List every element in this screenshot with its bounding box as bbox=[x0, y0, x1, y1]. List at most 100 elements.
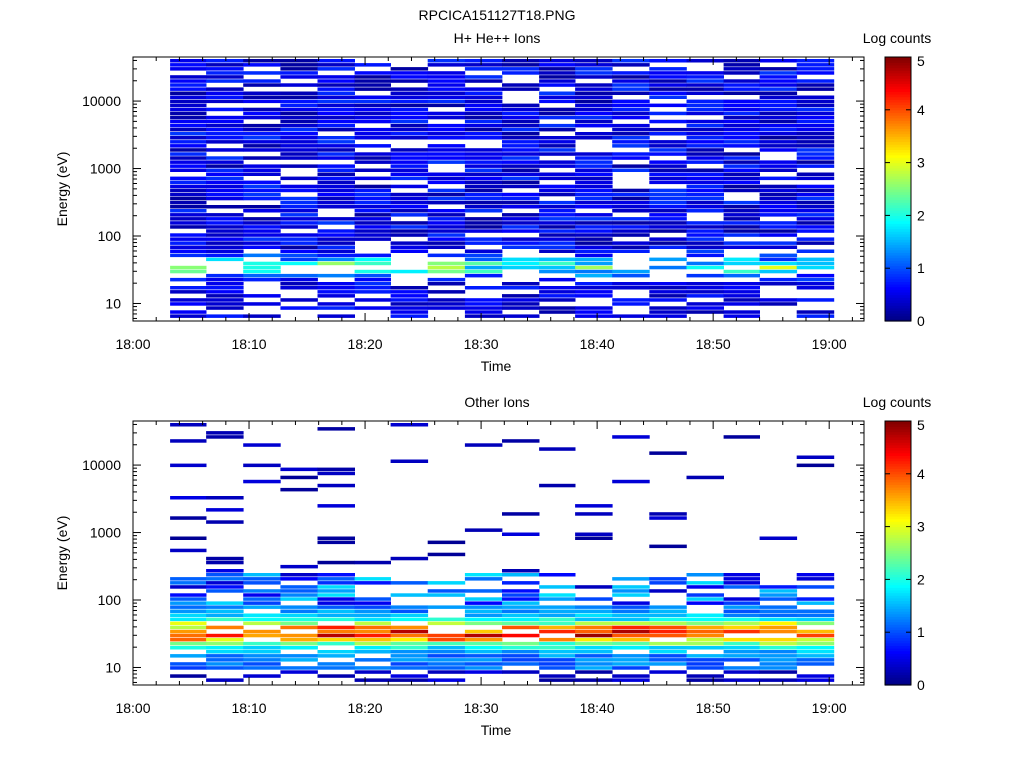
heatmap-cell bbox=[390, 225, 429, 229]
heatmap-cell bbox=[206, 290, 244, 294]
panel-h-he-ions: H+ He++ Ions 18:00 18:10 18:20 18:30 18:40 18… bbox=[54, 30, 931, 374]
colorbar-swatch bbox=[885, 128, 911, 132]
heatmap-cell bbox=[759, 75, 798, 79]
heatmap-cell bbox=[243, 99, 281, 104]
colorbar-swatch bbox=[885, 244, 911, 248]
colorbar-swatch bbox=[885, 236, 911, 240]
colorbar-swatch bbox=[885, 286, 911, 290]
heatmap-cell bbox=[206, 95, 244, 99]
heatmap-cell bbox=[317, 245, 355, 249]
heatmap-cell bbox=[317, 609, 355, 613]
heatmap-cell bbox=[464, 225, 503, 229]
heatmap-cell bbox=[390, 662, 429, 666]
heatmap-cell bbox=[539, 188, 576, 193]
heatmap-cell bbox=[759, 148, 798, 152]
heatmap-cell bbox=[206, 63, 244, 67]
heatmap-cell bbox=[206, 127, 244, 132]
heatmap-cell bbox=[649, 192, 687, 197]
colorbar-tick-label: 2 bbox=[917, 207, 925, 223]
heatmap-cell bbox=[723, 144, 760, 148]
heatmap-cell bbox=[502, 294, 540, 298]
heatmap-cell bbox=[206, 79, 244, 83]
colorbar-swatch bbox=[885, 428, 911, 433]
y-tick-label: 10000 bbox=[82, 93, 121, 109]
heatmap-cell bbox=[280, 136, 318, 140]
colorbar-swatch bbox=[885, 600, 911, 604]
heatmap-cell bbox=[206, 71, 244, 75]
heatmap-cell bbox=[170, 180, 207, 185]
heatmap-cell bbox=[502, 650, 540, 654]
heatmap-cell bbox=[649, 286, 687, 290]
heatmap-cell bbox=[723, 609, 760, 613]
heatmap-cell bbox=[502, 87, 540, 91]
colorbar-tick-label: 1 bbox=[917, 624, 925, 640]
heatmap-cell bbox=[317, 123, 355, 128]
heatmap-cell bbox=[649, 629, 687, 634]
heatmap-cell bbox=[317, 613, 355, 617]
colorbar-tick-label: 0 bbox=[917, 677, 925, 693]
heatmap-cell bbox=[243, 463, 281, 468]
heatmap-cell bbox=[759, 585, 798, 589]
colorbar-swatch bbox=[885, 173, 911, 177]
colorbar-swatch bbox=[885, 78, 911, 82]
heatmap-cell bbox=[686, 176, 724, 181]
spectrogram-cells bbox=[170, 423, 835, 682]
heatmap-cell bbox=[539, 79, 576, 83]
heatmap-cell bbox=[612, 111, 650, 116]
heatmap-cell bbox=[575, 314, 613, 318]
heatmap-cell bbox=[464, 217, 503, 221]
heatmap-cell bbox=[612, 666, 650, 670]
heatmap-cell bbox=[317, 200, 355, 205]
heatmap-cell bbox=[649, 314, 687, 318]
heatmap-cell bbox=[649, 294, 687, 298]
colorbar-swatch bbox=[885, 210, 911, 214]
heatmap-cell bbox=[649, 127, 687, 132]
heatmap-cell bbox=[612, 633, 650, 638]
heatmap-cell bbox=[759, 597, 798, 601]
heatmap-cell bbox=[243, 253, 281, 258]
heatmap-cell bbox=[539, 172, 576, 176]
heatmap-cell bbox=[686, 573, 724, 577]
heatmap-cell bbox=[649, 237, 687, 241]
heatmap-cell bbox=[280, 67, 318, 71]
heatmap-cell bbox=[796, 115, 835, 120]
heatmap-cell bbox=[280, 221, 318, 225]
heatmap-cell bbox=[170, 132, 207, 136]
colorbar-swatch bbox=[885, 64, 911, 69]
heatmap-cell bbox=[317, 152, 355, 156]
heatmap-cell bbox=[243, 273, 281, 278]
heatmap-cell bbox=[686, 237, 724, 241]
heatmap-cell bbox=[206, 176, 244, 181]
heatmap-cell bbox=[539, 637, 576, 642]
heatmap-cell bbox=[170, 593, 207, 597]
colorbar-swatch bbox=[885, 508, 911, 512]
heatmap-cell bbox=[243, 196, 281, 201]
heatmap-cell bbox=[649, 298, 687, 302]
heatmap-cell bbox=[723, 678, 760, 682]
heatmap-cell bbox=[723, 658, 760, 662]
colorbar-swatch bbox=[885, 297, 911, 301]
colorbar-swatch bbox=[885, 112, 911, 116]
colorbar-swatch bbox=[885, 650, 911, 654]
heatmap-cell bbox=[686, 172, 724, 176]
heatmap-cell bbox=[390, 176, 429, 181]
heatmap-cell bbox=[686, 306, 724, 310]
heatmap-cell bbox=[280, 217, 318, 221]
colorbar-swatch bbox=[885, 231, 911, 235]
heatmap-cell bbox=[575, 91, 613, 95]
heatmap-cell bbox=[206, 213, 244, 217]
heatmap-cell bbox=[502, 221, 540, 225]
heatmap-cell bbox=[243, 140, 281, 144]
heatmap-cell bbox=[280, 589, 318, 593]
heatmap-cell bbox=[649, 176, 687, 181]
heatmap-cell bbox=[206, 609, 244, 613]
heatmap-cell bbox=[390, 75, 429, 79]
heatmap-cell bbox=[796, 298, 835, 302]
heatmap-cell bbox=[796, 103, 835, 108]
heatmap-cell bbox=[649, 257, 687, 262]
heatmap-cell bbox=[427, 233, 466, 237]
heatmap-cell bbox=[575, 245, 613, 249]
heatmap-cell bbox=[170, 633, 207, 638]
heatmap-cell bbox=[575, 237, 613, 241]
heatmap-cell bbox=[759, 209, 798, 213]
